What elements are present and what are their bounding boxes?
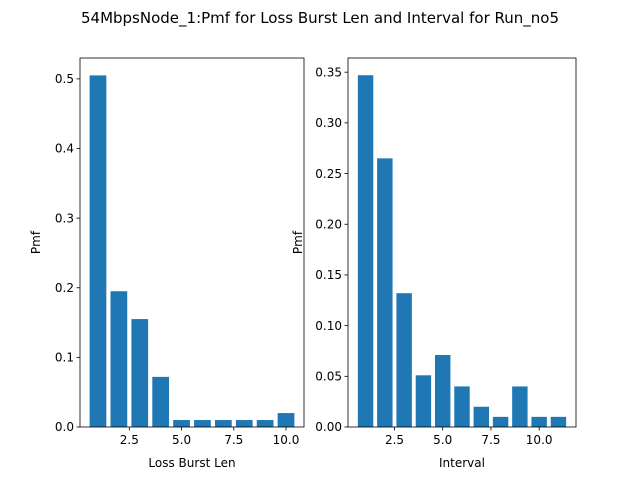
- y-axis-label: Pmf: [291, 230, 305, 254]
- bar: [396, 293, 412, 427]
- figure-title: 54MbpsNode_1:Pmf for Loss Burst Len and …: [81, 9, 559, 28]
- bar: [131, 319, 149, 427]
- y-tick-label: 0.1: [55, 351, 74, 365]
- bar: [256, 420, 274, 427]
- y-tick-label: 0.0: [55, 420, 74, 434]
- y-tick-label: 0.05: [315, 370, 342, 384]
- y-tick-label: 0.30: [315, 116, 342, 130]
- left-plot: 2.5 5.0 7.5 10.0 0.0 0.1 0.2 0.3 0.4 0.5 Loss Burs…: [29, 57, 305, 470]
- x-tick-label: 7.5: [224, 433, 243, 447]
- y-tick-label: 0.4: [55, 142, 74, 156]
- bar: [434, 355, 451, 427]
- bar: [235, 420, 253, 427]
- x-tick-label: 7.5: [481, 433, 500, 447]
- y-axis-label: Pmf: [29, 230, 43, 254]
- bar: [377, 158, 393, 428]
- y-tick-label: 0.25: [315, 167, 342, 181]
- bar: [454, 386, 470, 427]
- x-axis-label: Loss Burst Len: [148, 456, 235, 470]
- x-tick-label: 5.0: [433, 433, 452, 447]
- bar: [531, 416, 547, 427]
- y-tick-label: 0.00: [315, 420, 342, 434]
- x-tick-label: 10.0: [273, 433, 300, 447]
- y-tick-label: 0.35: [315, 65, 342, 79]
- bar: [110, 291, 128, 427]
- plots: 2.5 5.0 7.5 10.0 0.0 0.1 0.2 0.3 0.4 0.5 Loss Burs…: [29, 57, 577, 470]
- bar: [550, 416, 567, 427]
- x-axis-label: Interval: [439, 456, 485, 470]
- x-tick-label: 5.0: [172, 433, 191, 447]
- bar: [415, 375, 432, 427]
- bar: [512, 386, 528, 427]
- right-plot: 2.5 5.0 7.5 10.0 0.00 0.05 0.10 0.15 0.20 0.25 0.3…: [291, 57, 577, 470]
- bar: [173, 420, 190, 427]
- y-tick-label: 0.15: [315, 268, 342, 282]
- y-tick-label: 0.3: [55, 211, 74, 225]
- bar: [357, 75, 374, 427]
- y-tick-label: 0.5: [55, 72, 74, 86]
- x-tick-label: 10.0: [526, 433, 553, 447]
- y-tick-label: 0.2: [55, 281, 74, 295]
- x-tick-label: 2.5: [385, 433, 404, 447]
- x-tick-label: 2.5: [120, 433, 139, 447]
- axes-frame: [79, 57, 305, 428]
- axes-frame: [347, 57, 577, 428]
- y-tick-label: 0.20: [315, 217, 342, 231]
- y-tick-label: 0.10: [315, 319, 342, 333]
- bar: [277, 413, 295, 427]
- bar: [492, 416, 509, 427]
- bar: [152, 376, 170, 427]
- bar: [89, 75, 107, 427]
- bar: [194, 420, 211, 427]
- bar: [473, 406, 489, 427]
- bar: [214, 420, 232, 427]
